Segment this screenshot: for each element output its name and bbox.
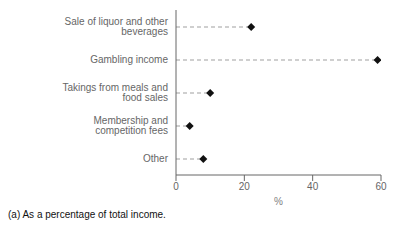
- svg-text:60: 60: [375, 181, 387, 192]
- html-text:(a) As a percentage of total i: (a) As a percentage of total income.: [8, 209, 166, 220]
- svg-text:Takings from meals andfood sal: Takings from meals andfood sales: [62, 82, 168, 103]
- svg-text:Sale of liquor and otherbevera: Sale of liquor and otherbeverages: [65, 16, 169, 37]
- svg-text:40: 40: [307, 181, 319, 192]
- svg-text:Gambling income: Gambling income: [90, 54, 168, 65]
- svg-text:%: %: [274, 196, 283, 207]
- svg-text:0: 0: [173, 181, 179, 192]
- svg-text:Other: Other: [143, 153, 169, 164]
- svg-text:20: 20: [239, 181, 251, 192]
- svg-text:Membership andcompetition fees: Membership andcompetition fees: [94, 115, 168, 136]
